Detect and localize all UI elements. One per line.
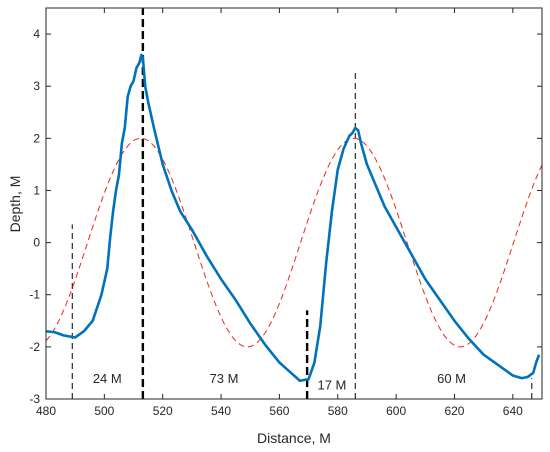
x-tick-label: 600 <box>386 404 406 418</box>
segment-length-label: 73 M <box>210 371 239 386</box>
plot-background <box>46 8 542 399</box>
segment-labels: 24 M 73 M 17 M 60 M <box>93 371 466 392</box>
sine-fit-line <box>46 137 542 348</box>
plot-frame <box>45 7 543 400</box>
segment-length-label: 60 M <box>437 371 466 386</box>
y-axis-label: Depth, M <box>7 176 23 233</box>
axis-ticks: 480 500 520 540 560 580 600 620 640 -3 -2 -1 0 1 2 3 4 <box>29 8 542 418</box>
x-axis-label: Distance, M <box>257 430 331 446</box>
y-tick-label: 0 <box>33 236 40 250</box>
segment-length-label: 17 M <box>317 377 346 392</box>
y-tick-label: -3 <box>29 392 40 406</box>
x-tick-label: 500 <box>94 404 114 418</box>
y-tick-label: -2 <box>29 340 40 354</box>
y-tick-label: 3 <box>33 79 40 93</box>
y-tick-label: -1 <box>29 288 40 302</box>
y-tick-label: 4 <box>33 27 40 41</box>
measured-depth-line <box>46 53 541 383</box>
y-tick-label: 2 <box>33 131 40 145</box>
x-tick-label: 520 <box>153 404 173 418</box>
x-tick-label: 620 <box>444 404 464 418</box>
series-lines <box>46 53 542 383</box>
y-tick-label: 1 <box>33 183 40 197</box>
x-tick-label: 480 <box>36 404 56 418</box>
x-tick-label: 540 <box>211 404 231 418</box>
segment-length-label: 24 M <box>93 371 122 386</box>
x-tick-label: 560 <box>269 404 289 418</box>
x-tick-label: 580 <box>328 404 348 418</box>
x-tick-label: 640 <box>503 404 523 418</box>
